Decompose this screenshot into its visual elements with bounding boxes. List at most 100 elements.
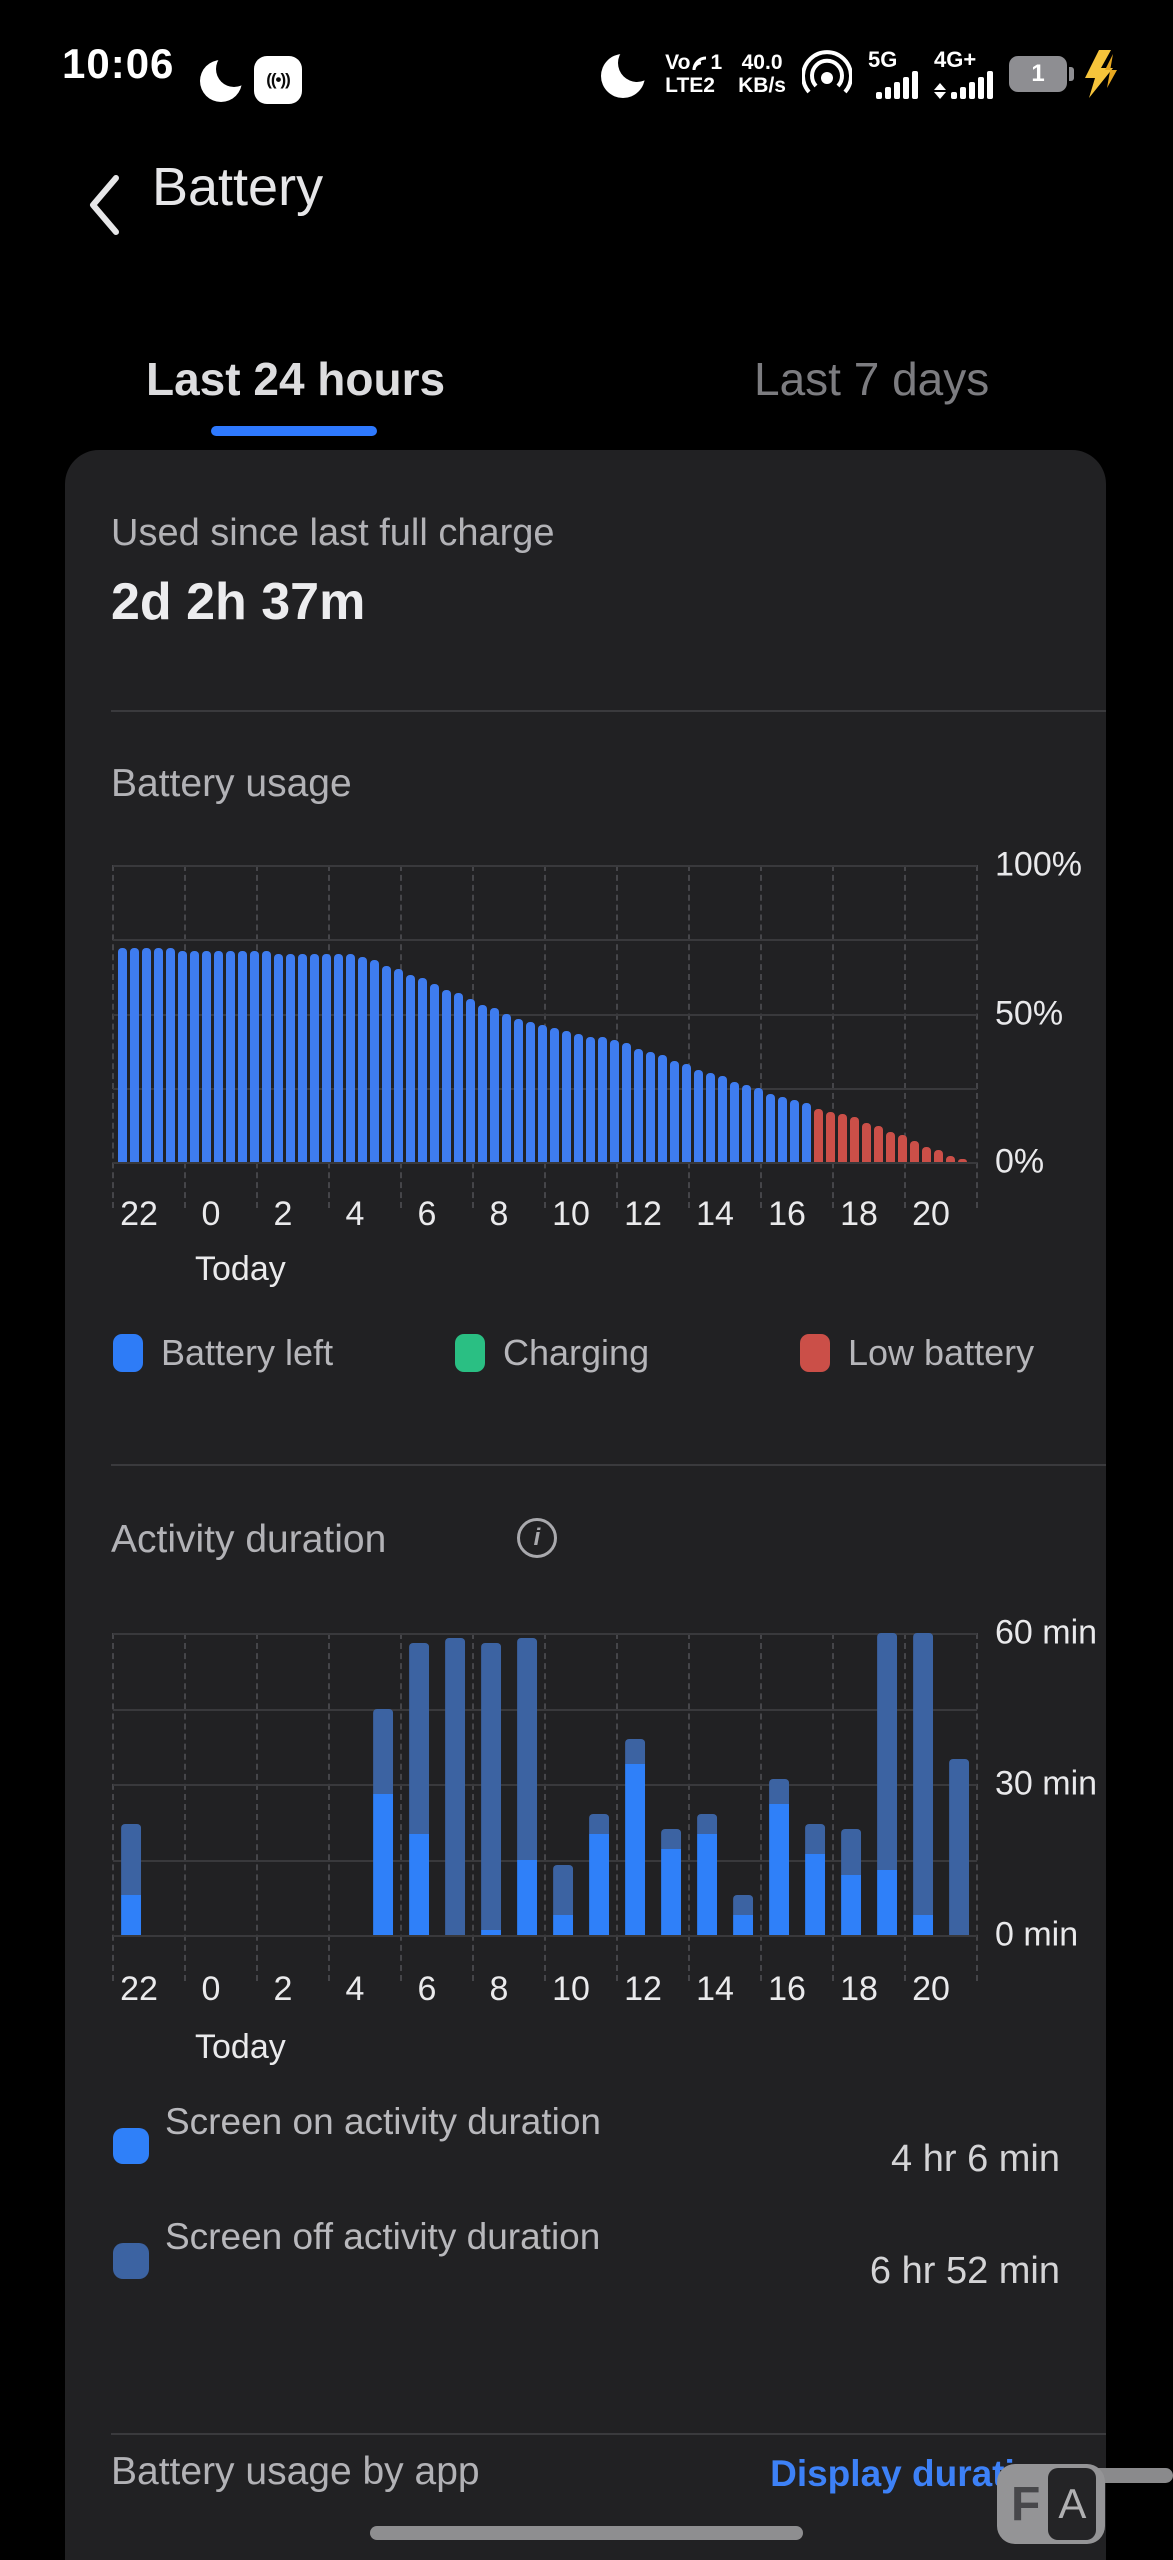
info-icon[interactable]: i xyxy=(517,1518,557,1558)
battery-usage-chart: 100% 50% 0% xyxy=(112,846,1082,1208)
battery-bar xyxy=(118,948,127,1162)
widget-letter-a: A xyxy=(1048,2468,1097,2540)
signal-bars-icon xyxy=(951,71,993,99)
gridline xyxy=(113,1013,977,1016)
battery-stats-card: Used since last full charge 2d 2h 37m Ba… xyxy=(65,450,1106,2560)
gridline xyxy=(113,939,977,942)
activity-bar xyxy=(697,1814,717,1935)
battery-bar xyxy=(286,954,295,1162)
tab-last-24-hours[interactable]: Last 24 hours xyxy=(146,353,446,405)
y-axis-label: 0 min xyxy=(995,1915,1079,1954)
activity-bar xyxy=(769,1778,789,1935)
x-axis-tick: 6 xyxy=(417,1970,437,2008)
activity-bar xyxy=(589,1814,609,1935)
back-button[interactable] xyxy=(86,172,122,238)
battery-bar xyxy=(514,1019,523,1162)
charging-swatch xyxy=(455,1334,485,1372)
gridline xyxy=(616,865,618,1208)
floating-toolbar-handle[interactable] xyxy=(1088,2468,1173,2483)
signal-4g: 4G+ xyxy=(934,49,993,99)
activity-bar xyxy=(625,1738,645,1935)
gridline xyxy=(687,1633,690,1981)
battery-bar xyxy=(934,1150,943,1162)
battery-bar xyxy=(634,1049,643,1162)
battery-bar xyxy=(190,951,199,1162)
battery-usage-by-app-title: Battery usage by app xyxy=(111,2450,480,2493)
x-axis-tick: 4 xyxy=(345,1195,365,1233)
volte-indicator: Vo 1 LTE2 xyxy=(665,51,723,97)
legend-low-battery: Low battery xyxy=(800,1332,1034,1374)
battery-bar xyxy=(826,1111,835,1162)
battery-bar xyxy=(706,1072,715,1162)
gridline xyxy=(976,865,978,1208)
activity-bar xyxy=(841,1829,861,1935)
battery-bar xyxy=(598,1037,607,1162)
battery-bar xyxy=(586,1037,595,1162)
low-battery-swatch xyxy=(800,1334,830,1372)
battery-bar xyxy=(202,951,211,1162)
night-moon-icon xyxy=(601,48,650,98)
battery-bar xyxy=(238,951,247,1162)
gridline xyxy=(113,1935,977,1937)
screen-on-swatch xyxy=(113,2128,149,2164)
activity-bar xyxy=(805,1824,825,1935)
battery-bar xyxy=(550,1028,559,1162)
gridline xyxy=(113,1633,977,1635)
battery-bar xyxy=(850,1117,859,1162)
battery-bar xyxy=(274,954,283,1162)
y-axis-label: 30 min xyxy=(995,1764,1098,1803)
activity-chart-today-label: Today xyxy=(195,2028,286,2066)
divider xyxy=(111,1464,1106,1466)
status-icon-cluster: Vo 1 LTE2 40.0 KB/s 5G 4G+ xyxy=(601,36,1121,112)
x-axis-tick: 8 xyxy=(489,1195,509,1233)
x-axis-tick: 0 xyxy=(201,1970,221,2008)
gridline xyxy=(328,1633,330,1981)
widget-letter-f: F xyxy=(1011,2477,1041,2531)
screen-on-value: 4 hr 6 min xyxy=(891,2138,1060,2180)
battery-bar xyxy=(226,951,235,1162)
battery-bar xyxy=(178,951,187,1162)
home-indicator[interactable] xyxy=(370,2526,803,2540)
battery-usage-title: Battery usage xyxy=(111,762,352,805)
battery-bar xyxy=(610,1040,619,1162)
live-caption-icon: ((•)) xyxy=(254,56,302,104)
x-axis-tick: 22 xyxy=(120,1970,158,2008)
activity-bar xyxy=(481,1643,501,1935)
x-axis-tick: 14 xyxy=(696,1195,734,1233)
battery-bar xyxy=(838,1114,847,1162)
screen-off-swatch xyxy=(113,2243,149,2279)
battery-bar xyxy=(538,1025,547,1162)
battery-bar xyxy=(670,1061,679,1162)
activity-duration-title: Activity duration xyxy=(111,1518,387,1561)
page-title: Battery xyxy=(152,157,324,217)
gridline xyxy=(832,1633,834,1981)
x-axis-tick: 12 xyxy=(624,1970,662,2008)
battery-bar xyxy=(442,989,451,1162)
battery-bar xyxy=(466,998,475,1162)
battery-bar xyxy=(358,957,367,1162)
activity-bar xyxy=(373,1708,393,1935)
summary-value: 2d 2h 37m xyxy=(111,573,366,631)
gridline xyxy=(113,1162,977,1164)
y-axis-label: 0% xyxy=(995,1142,1045,1181)
battery-bar xyxy=(874,1126,883,1162)
battery-bar xyxy=(922,1147,931,1162)
tab-last-7-days[interactable]: Last 7 days xyxy=(754,353,990,405)
divider xyxy=(111,2433,1106,2435)
activity-bar xyxy=(877,1633,897,1935)
battery-bar xyxy=(298,954,307,1162)
signal-5g: 5G xyxy=(868,49,918,99)
floating-keyboard-switch-widget[interactable]: F A xyxy=(997,2464,1105,2544)
battery-bar xyxy=(862,1123,871,1162)
activity-bar xyxy=(949,1758,969,1935)
gridline xyxy=(183,1633,186,1981)
screen-off-label: Screen off activity duration xyxy=(165,2216,601,2257)
y-axis-label: 100% xyxy=(995,845,1082,884)
gridline xyxy=(113,1859,977,1862)
y-axis-label: 50% xyxy=(995,994,1064,1032)
battery-bar xyxy=(502,1013,511,1162)
battery-bar xyxy=(802,1102,811,1162)
battery-chart-today-label: Today xyxy=(195,1250,286,1288)
legend-battery-left: Battery left xyxy=(113,1332,333,1374)
